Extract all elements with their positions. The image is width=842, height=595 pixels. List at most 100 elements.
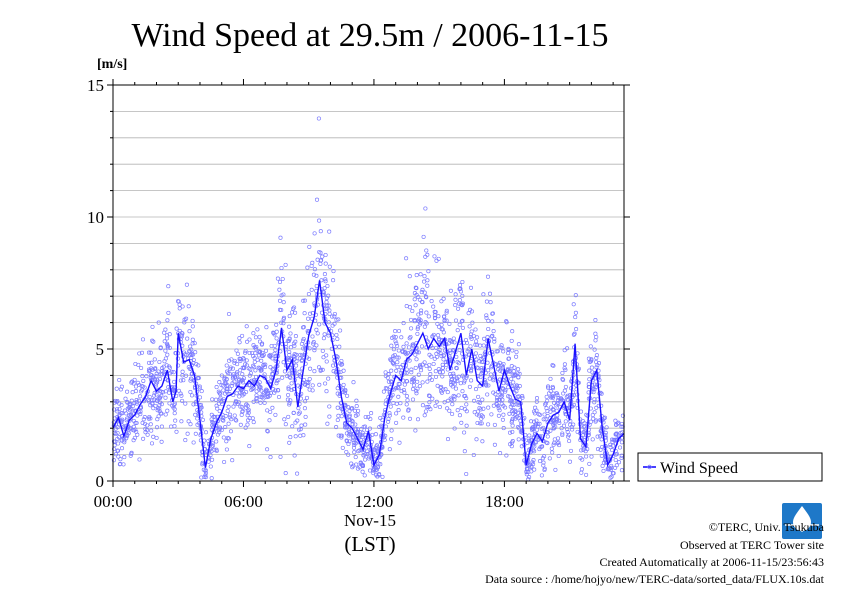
data-point (190, 341, 195, 346)
data-point (482, 336, 487, 341)
data-point (456, 361, 461, 366)
data-point (534, 408, 539, 413)
data-point (351, 380, 356, 385)
data-point (479, 359, 484, 365)
data-point (267, 418, 272, 423)
data-point (302, 406, 307, 411)
data-point (423, 294, 428, 299)
data-point (277, 279, 283, 285)
data-point (303, 347, 308, 352)
data-point (312, 345, 317, 350)
data-point (164, 341, 170, 346)
data-point (125, 432, 130, 437)
data-point (516, 437, 521, 442)
data-point (118, 387, 123, 392)
data-point (307, 244, 312, 249)
data-point (448, 396, 453, 401)
data-point (247, 416, 252, 421)
data-point (560, 431, 565, 436)
data-point (273, 347, 278, 353)
data-point (582, 428, 587, 434)
data-point (138, 394, 143, 399)
data-point (486, 405, 491, 410)
data-point (445, 406, 450, 411)
data-point (160, 390, 166, 395)
data-point (325, 421, 330, 426)
data-point (352, 450, 357, 455)
data-point (464, 423, 469, 428)
data-point (395, 360, 400, 365)
data-point (406, 345, 412, 350)
data-point (215, 406, 220, 411)
data-point (276, 388, 281, 393)
data-point (611, 437, 616, 442)
data-point (116, 441, 121, 446)
data-point (159, 439, 164, 444)
data-point (223, 425, 228, 430)
data-point (509, 338, 514, 343)
data-point (184, 282, 189, 287)
data-point (305, 265, 310, 270)
data-point (486, 368, 491, 373)
data-point (397, 440, 402, 445)
data-point (332, 321, 337, 326)
data-point (404, 341, 409, 346)
data-point (188, 422, 193, 427)
data-point (391, 347, 396, 352)
data-point (132, 400, 137, 405)
data-point (324, 353, 329, 358)
data-point (255, 327, 260, 332)
data-point (292, 343, 297, 348)
data-point (506, 351, 511, 356)
data-point (425, 278, 430, 283)
data-point (190, 337, 195, 342)
data-point (616, 460, 622, 465)
data-point (454, 354, 459, 359)
data-point (378, 415, 383, 421)
data-point (441, 314, 447, 319)
data-point (323, 252, 328, 258)
data-point (163, 395, 168, 400)
data-point (221, 418, 226, 423)
y-axis-unit-label: [m/s] (97, 57, 127, 72)
data-point (473, 327, 478, 332)
data-point (581, 430, 587, 435)
data-point (387, 411, 392, 416)
data-point (339, 435, 344, 440)
data-point (256, 353, 262, 358)
data-point (230, 458, 235, 463)
data-point (199, 475, 204, 480)
data-point (437, 369, 442, 374)
data-point (468, 344, 473, 349)
data-point (122, 408, 128, 413)
data-point (396, 386, 401, 391)
data-point (232, 379, 237, 384)
data-point (152, 377, 157, 382)
data-point (254, 389, 259, 394)
data-point (167, 345, 172, 350)
data-point (433, 369, 438, 374)
data-point (460, 373, 465, 378)
data-point (185, 336, 190, 341)
data-point (261, 362, 266, 367)
data-point (414, 273, 419, 278)
data-point (474, 357, 479, 362)
data-point (326, 333, 331, 338)
data-point (301, 433, 306, 438)
data-point (167, 332, 172, 337)
data-point (548, 395, 554, 400)
data-point (432, 309, 437, 314)
data-point (418, 368, 424, 373)
data-point (349, 425, 354, 430)
data-point (491, 329, 496, 334)
data-point (455, 328, 460, 333)
data-point (504, 320, 509, 325)
data-point (476, 366, 481, 371)
data-point (426, 269, 431, 274)
data-point (565, 427, 570, 432)
data-point (297, 373, 302, 378)
data-point (619, 468, 624, 473)
data-point (402, 382, 407, 387)
data-point (405, 350, 410, 356)
data-point (416, 294, 421, 300)
